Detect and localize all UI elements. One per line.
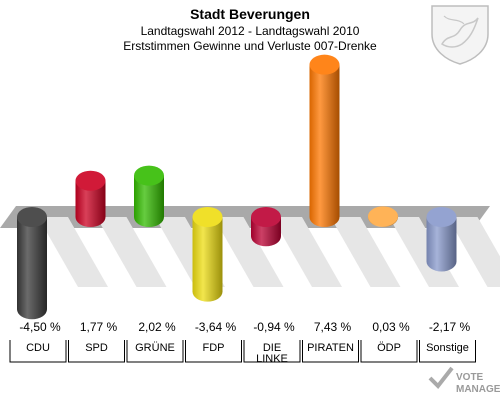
bar-top-cap <box>75 170 106 191</box>
chart-subtitle-1: Landtagswahl 2012 - Landtagswahl 2010 <box>141 24 360 38</box>
bar-top-cap <box>17 207 47 227</box>
bar-top-cap <box>192 207 223 227</box>
bar-body <box>17 217 47 310</box>
value-label: 0,03 % <box>372 320 410 334</box>
bar-shadow <box>272 217 342 287</box>
category-box <box>9 340 67 363</box>
bars <box>17 54 457 320</box>
bar-top-cap <box>309 54 340 75</box>
bar-top-cap <box>134 165 164 186</box>
category-label: DIE <box>263 342 281 354</box>
category-label-line-2: LINKE <box>256 353 288 365</box>
category-box <box>243 340 301 363</box>
bar <box>192 207 223 302</box>
value-label: -2,17 % <box>429 320 471 334</box>
category-box <box>302 340 359 363</box>
bar-bottom-cap <box>75 207 106 227</box>
value-label: 2,02 % <box>138 320 176 334</box>
chart-subtitle-2: Erststimmen Gewinne und Verluste 007-Dre… <box>123 39 377 53</box>
bar-body <box>309 64 340 217</box>
value-label: 1,77 % <box>80 320 118 334</box>
category-label: FDP <box>203 342 225 354</box>
category-box <box>360 340 418 363</box>
watermark-line-2: MANAGER <box>456 384 500 395</box>
category-box <box>68 340 125 363</box>
bar <box>368 206 398 227</box>
value-labels: -4,50 % 1,77 % 2,02 % -3,64 % -0,94 % 7,43 % 0… <box>19 320 470 334</box>
category-label: CDU <box>26 342 50 354</box>
value-label: -0,94 % <box>253 320 295 334</box>
bar <box>134 165 164 227</box>
category-label: PIRATEN <box>307 342 354 354</box>
bar-bottom-cap <box>134 207 164 227</box>
bar-bottom-cap <box>17 299 47 320</box>
bar-body <box>192 217 223 292</box>
bar-bottom-cap <box>251 226 281 247</box>
category-label: GRÜNE <box>135 342 175 354</box>
bar-shadow <box>38 217 108 287</box>
bar-shadow <box>213 217 284 287</box>
bar-bottom-cap <box>426 251 457 272</box>
value-label: 7,43 % <box>314 320 352 334</box>
bar-bottom-cap <box>192 281 223 302</box>
category-label: Sonstige <box>426 342 469 354</box>
bar-shadow <box>330 217 401 287</box>
checkmark-icon <box>428 366 454 390</box>
category-box <box>185 340 242 363</box>
bar <box>251 207 281 247</box>
category-label: ÖDP <box>377 342 401 354</box>
bar-bottom-cap <box>309 207 340 227</box>
value-label: -3,64 % <box>195 320 237 334</box>
vote-manager-logo: VOTE MANAGER <box>428 366 500 395</box>
watermark-line-1: VOTE <box>456 372 484 383</box>
chart-title: Stadt Beverungen <box>190 6 310 22</box>
category-box <box>419 340 476 363</box>
bar <box>75 170 106 227</box>
bar-top-cap <box>251 207 281 227</box>
category-box <box>126 340 184 363</box>
category-label: SPD <box>85 342 108 354</box>
bar <box>17 207 47 320</box>
coat-of-arms-icon <box>431 5 489 65</box>
bar-top-cap <box>426 207 457 227</box>
bar <box>426 207 457 272</box>
bar <box>309 54 340 227</box>
bar-shadow <box>96 217 167 287</box>
bar-shadow <box>447 217 500 287</box>
value-label: -4,50 % <box>19 320 61 334</box>
bar-top-cap <box>368 206 398 227</box>
